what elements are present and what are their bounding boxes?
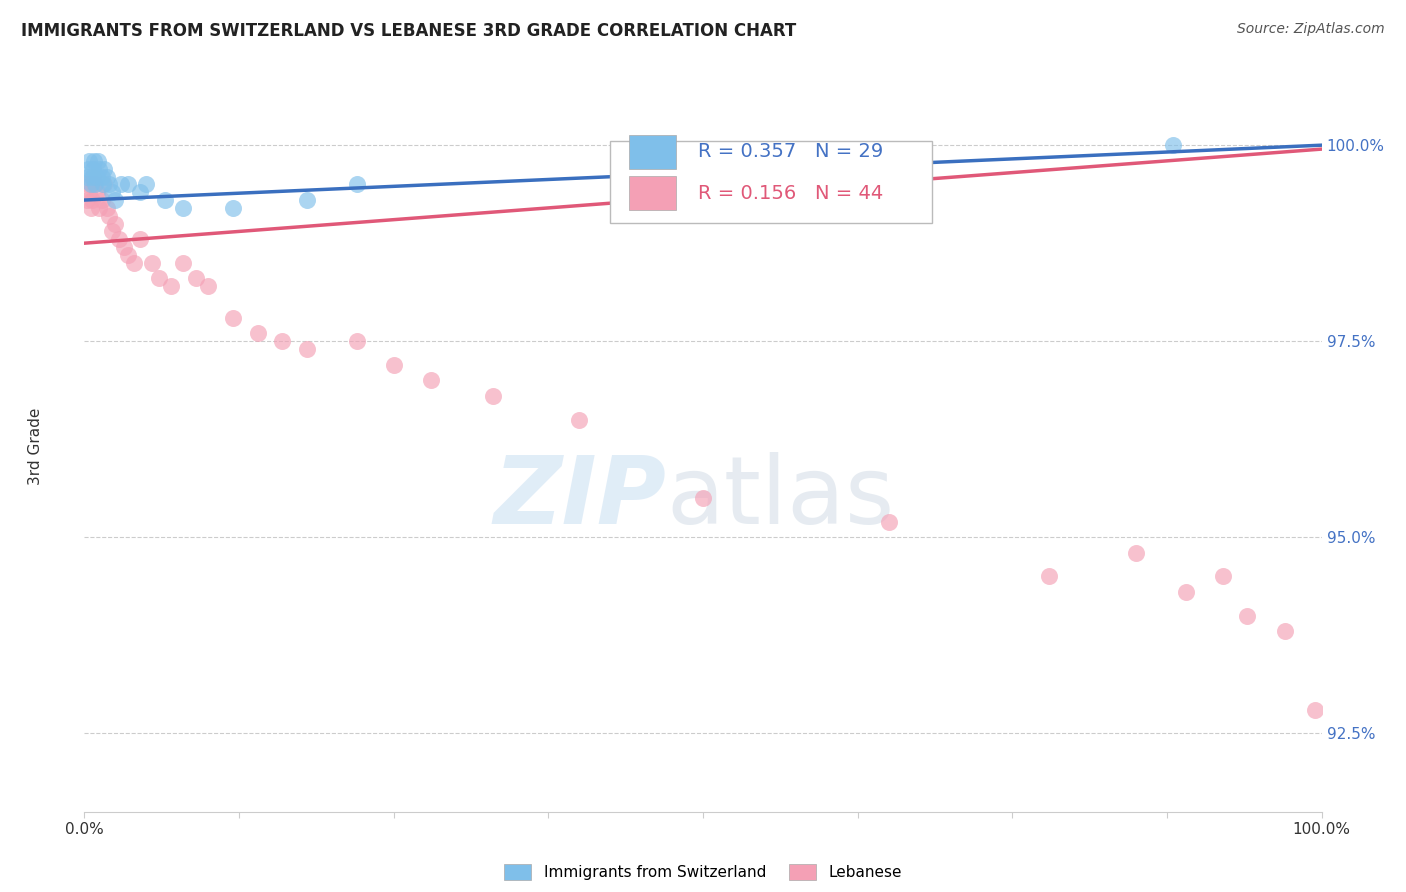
Point: [184, 271, 207, 285]
Point: [692, 491, 714, 505]
Point: [93, 178, 115, 192]
Point: [86, 169, 108, 184]
FancyBboxPatch shape: [610, 141, 932, 223]
Point: [346, 334, 368, 349]
Point: [122, 256, 145, 270]
Point: [222, 201, 245, 215]
Point: [246, 326, 269, 341]
Point: [108, 232, 131, 246]
Point: [1161, 138, 1184, 153]
Point: [568, 412, 591, 426]
Point: [82, 161, 104, 176]
Text: 3rd Grade: 3rd Grade: [28, 408, 42, 484]
Point: [82, 169, 104, 184]
Point: [76, 169, 98, 184]
Point: [382, 358, 405, 372]
Point: [129, 185, 152, 199]
Text: atlas: atlas: [666, 451, 894, 544]
Point: [98, 209, 121, 223]
Point: [1236, 608, 1258, 623]
Point: [1212, 569, 1234, 583]
Point: [346, 178, 368, 192]
Point: [80, 193, 103, 207]
Point: [129, 232, 152, 246]
Point: [1174, 585, 1197, 599]
Point: [481, 389, 503, 403]
Point: [1125, 546, 1147, 560]
Bar: [628, 135, 676, 169]
Text: Source: ZipAtlas.com: Source: ZipAtlas.com: [1237, 22, 1385, 37]
Point: [419, 373, 441, 387]
Point: [117, 248, 139, 262]
Text: IMMIGRANTS FROM SWITZERLAND VS LEBANESE 3RD GRADE CORRELATION CHART: IMMIGRANTS FROM SWITZERLAND VS LEBANESE …: [21, 22, 796, 40]
Point: [86, 185, 108, 199]
Point: [91, 178, 114, 192]
Point: [79, 201, 101, 215]
Point: [110, 178, 132, 192]
Point: [271, 334, 294, 349]
Point: [153, 193, 176, 207]
Legend: Immigrants from Switzerland, Lebanese: Immigrants from Switzerland, Lebanese: [498, 858, 908, 886]
Point: [79, 153, 101, 168]
Point: [135, 178, 157, 192]
Point: [160, 279, 183, 293]
Point: [1274, 624, 1296, 639]
Point: [89, 201, 111, 215]
Point: [692, 153, 714, 168]
Point: [83, 178, 105, 192]
Point: [112, 240, 135, 254]
Point: [77, 178, 100, 192]
Point: [87, 153, 110, 168]
Point: [79, 185, 101, 199]
Point: [1305, 703, 1327, 717]
Point: [84, 178, 107, 192]
Point: [77, 161, 100, 176]
Point: [172, 256, 194, 270]
Point: [295, 193, 318, 207]
Point: [222, 310, 245, 325]
Point: [877, 515, 900, 529]
Point: [83, 153, 105, 168]
Point: [295, 342, 318, 356]
Point: [93, 161, 115, 176]
Point: [141, 256, 163, 270]
Text: ZIP: ZIP: [494, 451, 666, 544]
Point: [117, 178, 139, 192]
Point: [100, 185, 122, 199]
Point: [98, 178, 121, 192]
Point: [1038, 569, 1060, 583]
Point: [172, 201, 194, 215]
Point: [80, 169, 103, 184]
Point: [104, 217, 127, 231]
Point: [89, 161, 111, 176]
Point: [90, 169, 112, 184]
Point: [76, 193, 98, 207]
Point: [96, 169, 118, 184]
Point: [100, 224, 122, 238]
Point: [104, 193, 127, 207]
Text: R = 0.357   N = 29: R = 0.357 N = 29: [697, 143, 883, 161]
Point: [90, 193, 112, 207]
Point: [79, 178, 101, 192]
Point: [197, 279, 219, 293]
Bar: [628, 176, 676, 211]
Point: [96, 201, 118, 215]
Text: R = 0.156   N = 44: R = 0.156 N = 44: [697, 184, 883, 202]
Point: [148, 271, 170, 285]
